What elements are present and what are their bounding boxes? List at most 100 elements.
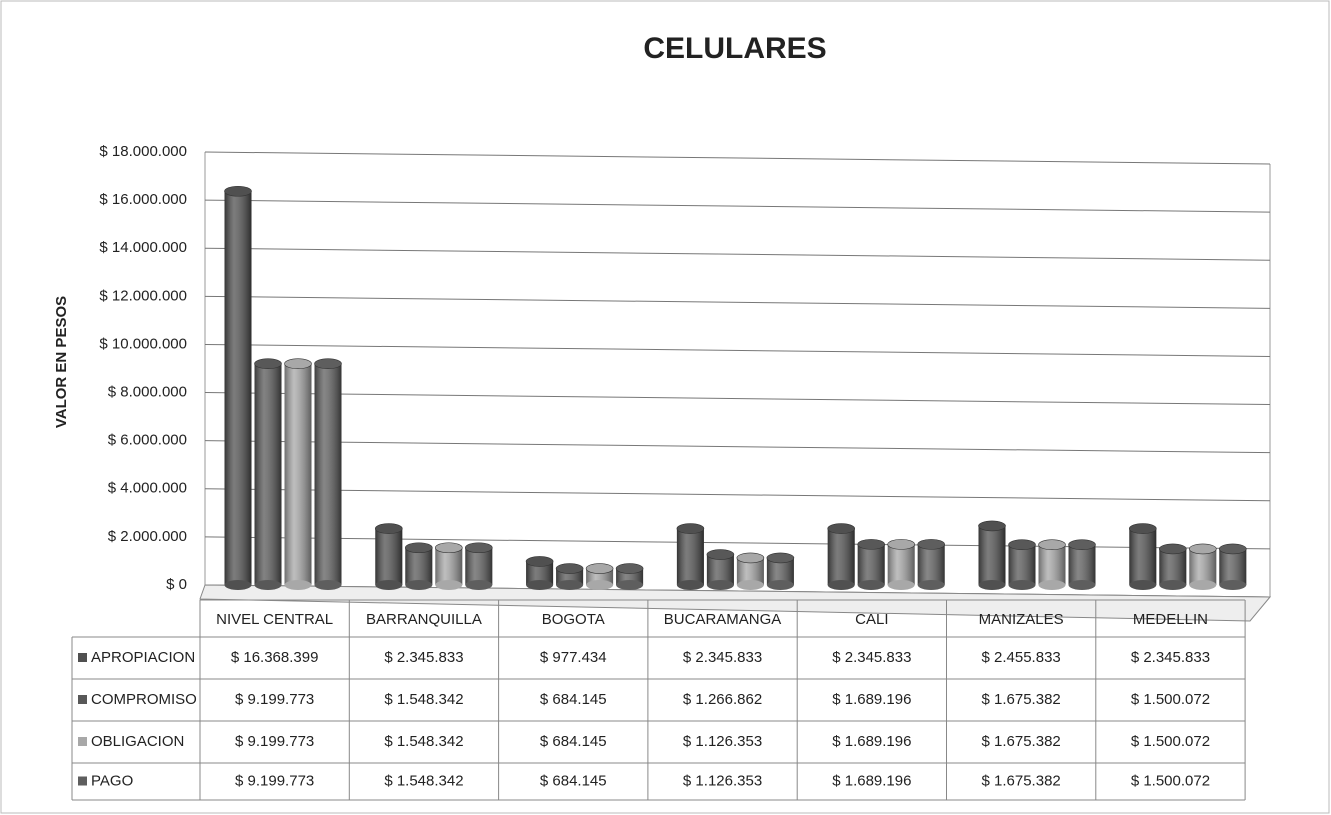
bar-top [314,358,342,369]
bar-bottom [284,580,312,590]
bar-top [766,552,795,564]
x-tick-label: MEDELLIN [1133,611,1208,628]
bar-bottom [224,580,252,590]
y-tick-label: $ 4.000.000 [108,480,187,497]
bar-bottom [405,580,433,590]
legend-swatch [78,737,87,746]
bar-top [857,539,886,550]
table-cell: $ 2.345.833 [683,649,762,666]
table-cell: $ 1.689.196 [832,691,911,708]
bar-top [555,563,584,574]
table-cell: $ 9.199.773 [235,691,314,708]
bar-top [525,556,554,567]
table-cell: $ 2.345.833 [832,649,911,666]
bar-bottom [616,580,644,590]
bar-top [374,523,403,534]
legend-label: OBLIGACION [91,733,184,750]
bar-bottom [978,580,1006,590]
bar-shade [254,363,282,585]
x-tick-label: BOGOTA [542,611,605,628]
table-cell: $ 16.368.399 [231,649,319,666]
grid-line [204,295,1271,309]
bar-bottom [1159,580,1187,590]
table-cell: $ 1.689.196 [832,733,911,750]
table-cell: $ 684.145 [540,733,607,750]
bar-top [1038,539,1066,550]
bar-bottom [526,580,554,590]
legend-label: APROPIACION [91,649,195,666]
bar-bottom [586,580,614,590]
bar-top [1219,543,1247,555]
bar-shade [917,544,945,585]
bar-shade [224,191,252,585]
bar-shade [465,547,493,585]
bar-top [676,523,705,534]
y-tick-label: $ 14.000.000 [99,239,187,256]
bar-bottom [375,580,403,590]
bar-bottom [917,580,945,590]
bar-bottom [857,580,885,590]
y-tick-label: $ 12.000.000 [99,287,187,304]
bar-shade [1068,544,1096,585]
bar-bottom [1068,580,1096,590]
bar-top [464,542,493,554]
grid-line [204,440,1271,454]
bar-shade [405,547,433,585]
legend-label: COMPROMISO [91,691,197,708]
bar-shade [284,363,312,585]
x-tick-label: CALI [855,611,888,628]
y-tick-label: $ 2.000.000 [108,528,187,545]
y-tick-label: $ 16.000.000 [99,191,187,208]
bar-top [1068,539,1096,550]
y-tick-label: $ 18.000.000 [99,143,187,160]
bar-shade [1219,548,1247,585]
bar-shade [1008,544,1036,585]
bar-shade [314,363,342,585]
table-cell: $ 2.345.833 [1131,649,1210,666]
bar-top [827,523,856,534]
bar-top [434,542,463,554]
bar-top [736,552,765,564]
grid-line [204,343,1271,357]
grid-line [204,392,1271,406]
bar-bottom [736,580,764,590]
bar-bottom [1038,580,1066,590]
y-tick-label: $ 0 [166,576,187,593]
bar-shade [375,528,403,585]
bar-shade [1129,528,1157,585]
grid-line [204,488,1271,502]
bar-top [284,358,312,369]
table-cell: $ 1.675.382 [982,733,1061,750]
bar-top [1129,523,1157,534]
bar-top [917,539,946,550]
x-tick-label: BUCARAMANGA [664,611,782,628]
table-cell: $ 1.548.342 [384,691,463,708]
bar-bottom [1129,580,1157,590]
bar-shade [1038,544,1066,585]
table-cell: $ 9.199.773 [235,733,314,750]
bar-top [254,358,282,369]
y-tick-label: $ 6.000.000 [108,432,187,449]
table-cell: $ 1.675.382 [982,691,1061,708]
bar-bottom [1219,580,1247,590]
bar-bottom [435,580,463,590]
bar-bottom [254,580,282,590]
table-cell: $ 2.345.833 [384,649,463,666]
y-tick-label: $ 10.000.000 [99,335,187,352]
bar-top [978,520,1006,532]
bar-top [224,185,252,197]
bar-top [887,539,916,550]
grid-line [204,199,1271,213]
bar-shade [435,547,463,585]
bar-bottom [465,580,493,590]
table-cell: $ 1.266.862 [683,691,762,708]
bar-shade [827,528,855,585]
y-tick-label: $ 8.000.000 [108,384,187,401]
table-cell: $ 684.145 [540,772,607,789]
table-cell: $ 684.145 [540,691,607,708]
grid-line [204,151,1271,165]
bar-shade [887,544,915,585]
table-cell: $ 1.548.342 [384,772,463,789]
back-wall [204,152,1271,598]
legend-swatch [78,776,87,786]
